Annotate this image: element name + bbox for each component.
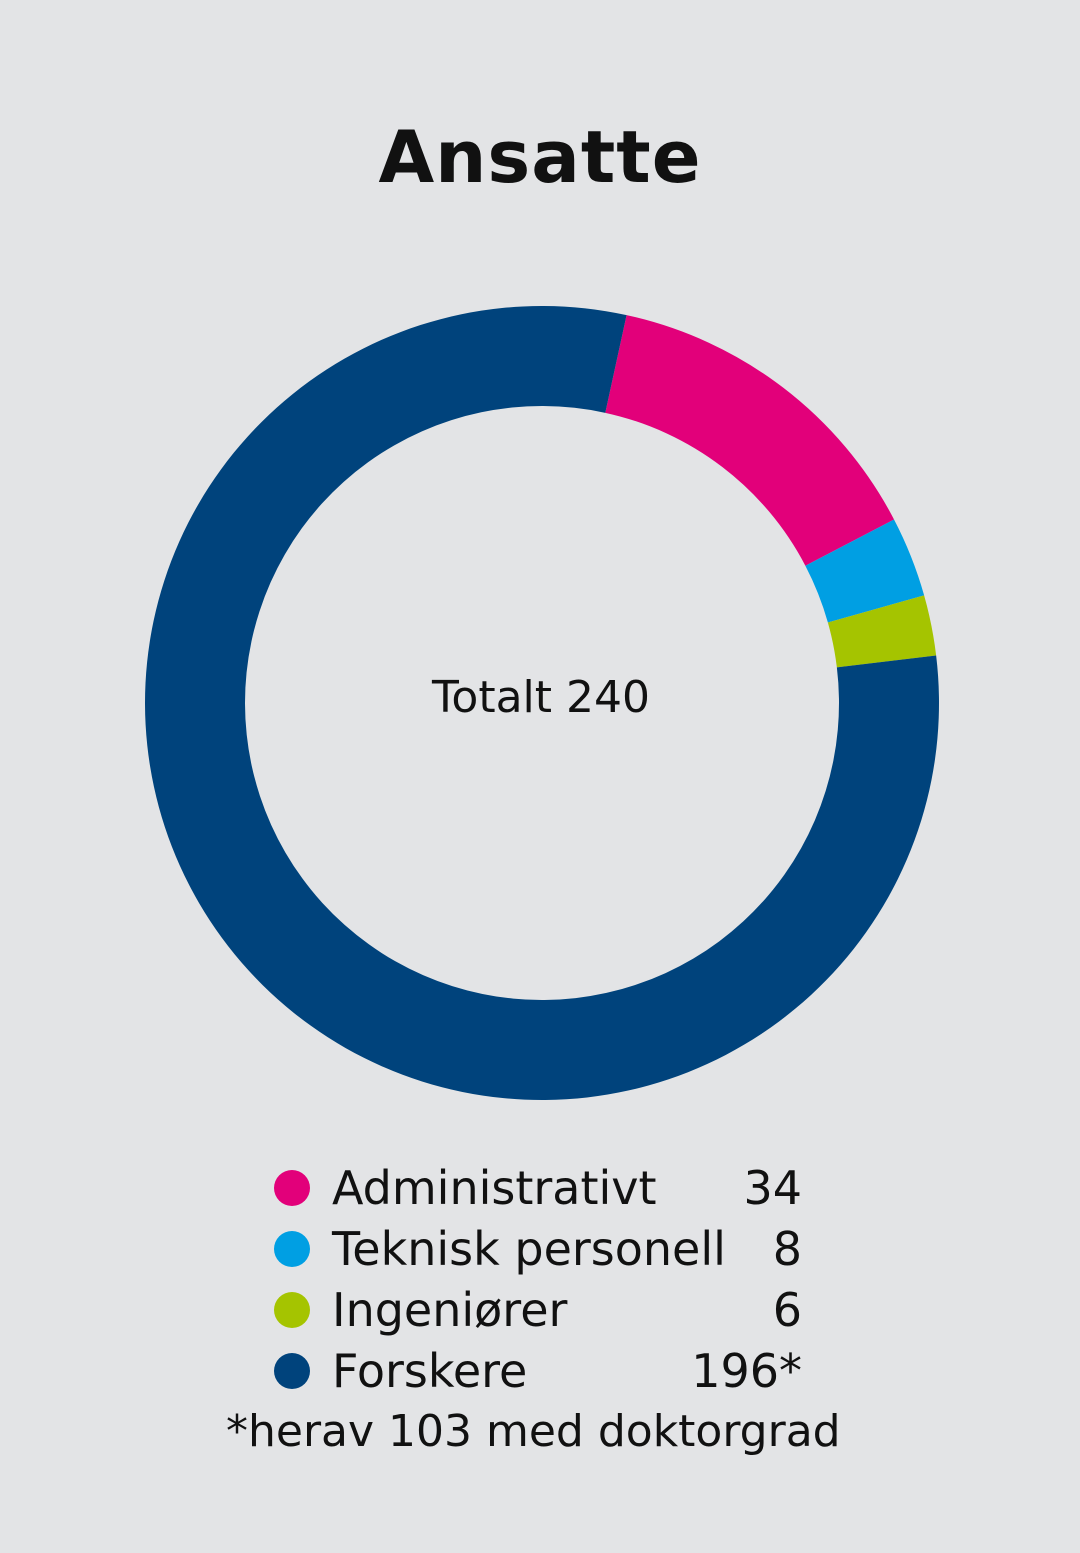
chart-title: Ansatte [378,115,702,199]
legend-value: 8 [772,1222,802,1276]
legend-item-ingeniorer: Ingeniører 6 [270,1280,806,1341]
donut-center-label: Totalt 240 [431,672,650,723]
donut-slice-administrativt [605,315,895,566]
legend-label: Administrativt [332,1161,657,1215]
legend-swatch-administrativt [274,1170,310,1206]
chart-legend: Administrativt 34 Teknisk personell 8 In… [270,1158,806,1402]
legend-swatch-ingeniorer [274,1292,310,1328]
legend-value: 34 [743,1161,802,1215]
legend-item-administrativt: Administrativt 34 [270,1158,806,1219]
donut-slice-ingeniorer [827,595,937,668]
legend-label: Teknisk personell [332,1222,726,1276]
donut-slice-teknisk-personell [805,519,925,623]
legend-label: Forskere [332,1344,528,1398]
legend-swatch-teknisk-personell [274,1231,310,1267]
legend-label: Ingeniører [332,1283,568,1337]
donut-slices [144,305,939,1101]
legend-swatch-forskere [274,1353,310,1389]
legend-item-forskere: Forskere 196* [270,1341,806,1402]
legend-value: 6 [772,1283,802,1337]
footnote: *herav 103 med doktorgrad [226,1406,841,1457]
legend-value: 196* [691,1344,802,1398]
legend-item-teknisk-personell: Teknisk personell 8 [270,1219,806,1280]
